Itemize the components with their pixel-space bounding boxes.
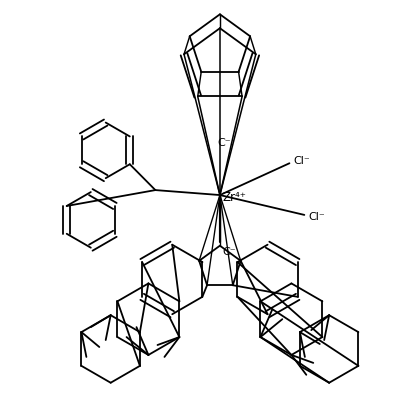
Text: C⁻: C⁻ [221, 247, 235, 257]
Text: Cl⁻: Cl⁻ [293, 156, 309, 166]
Text: C⁻: C⁻ [216, 138, 230, 148]
Text: Cl⁻: Cl⁻ [308, 212, 324, 222]
Text: Zr⁴⁺: Zr⁴⁺ [222, 191, 246, 204]
